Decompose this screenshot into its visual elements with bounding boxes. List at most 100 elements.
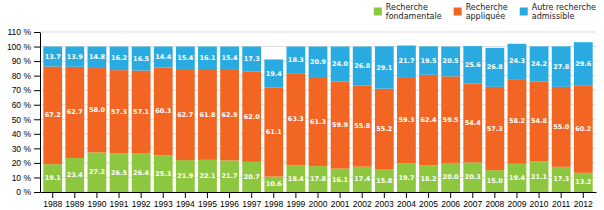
x-tick-mark xyxy=(539,192,540,198)
bar-segment xyxy=(485,170,504,192)
legend-swatch xyxy=(454,8,462,16)
y-tick: 90 % xyxy=(12,56,40,66)
data-label: 14.8 xyxy=(89,53,106,61)
bar-segment xyxy=(88,68,107,152)
y-tick-mark xyxy=(34,105,40,106)
x-tick-label: 2004 xyxy=(397,199,416,209)
data-label: 54.8 xyxy=(531,117,548,125)
x-tick-label: 1999 xyxy=(286,199,305,209)
legend-label-line: appliquée xyxy=(466,11,506,21)
bar-segment xyxy=(88,152,107,192)
bar-segment xyxy=(331,47,350,82)
data-label: 27.8 xyxy=(553,63,570,71)
x-tick-label: 2007 xyxy=(463,199,482,209)
legend-label-line: admissible xyxy=(532,12,575,21)
data-label: 63.3 xyxy=(288,115,304,123)
x-tick-label: 2000 xyxy=(309,199,328,209)
data-label: 25.3 xyxy=(155,170,171,178)
data-label: 26.5 xyxy=(111,169,128,177)
x-tick: 1995 xyxy=(198,192,217,209)
data-label: 26.8 xyxy=(354,62,371,70)
data-label: 25.6 xyxy=(465,61,482,69)
legend: RecherchefondamentaleRechercheappliquéeA… xyxy=(374,3,596,22)
data-label: 54.4 xyxy=(465,119,482,127)
data-label: 55.0 xyxy=(553,123,570,131)
x-tick-label: 1993 xyxy=(154,199,173,209)
y-tick-mark xyxy=(34,76,40,77)
data-label: 15.4 xyxy=(177,54,194,62)
legend-item: Autre rechercheadmissible xyxy=(520,3,596,22)
x-tick: 2006 xyxy=(441,192,460,209)
data-label: 24.0 xyxy=(332,60,349,68)
bar-segment xyxy=(574,173,593,192)
x-tick-mark xyxy=(450,192,451,198)
data-label: 60.2 xyxy=(575,125,591,133)
data-label: 59.9 xyxy=(332,121,349,129)
bar-segment xyxy=(485,87,504,170)
x-tick-mark xyxy=(583,192,584,198)
x-tick-mark xyxy=(494,192,495,198)
x-tick: 1997 xyxy=(242,192,261,209)
bar-segment xyxy=(198,70,217,160)
y-tick-mark xyxy=(34,163,40,164)
bar-segment xyxy=(110,47,129,71)
x-tick-label: 2006 xyxy=(441,199,460,209)
bar-segment xyxy=(43,164,62,192)
bar-segment xyxy=(43,66,62,164)
x-tick-mark xyxy=(119,192,120,198)
x-tick: 2005 xyxy=(419,192,438,209)
bar-segment xyxy=(264,88,283,177)
bar-segment xyxy=(220,69,239,160)
data-label: 20.9 xyxy=(310,58,327,66)
y-tick-label: 90 % xyxy=(12,56,32,66)
bar-segment xyxy=(508,44,527,79)
y-tick: 100 % xyxy=(7,42,40,52)
data-label: 21.7 xyxy=(398,57,414,65)
bar-segment xyxy=(508,164,527,192)
bar-segment xyxy=(154,155,173,192)
bar-segment xyxy=(353,86,372,167)
x-tick-mark xyxy=(163,192,164,198)
data-label: 62.7 xyxy=(67,108,83,116)
bar-segment xyxy=(353,167,372,192)
grid xyxy=(40,32,596,192)
x-tick-label: 1992 xyxy=(132,199,151,209)
data-label: 22.1 xyxy=(199,172,216,180)
y-tick-mark xyxy=(34,61,40,62)
x-tick: 2010 xyxy=(530,192,549,209)
data-label: 26.8 xyxy=(487,63,504,71)
data-label: 10.6 xyxy=(266,180,283,188)
x-tick-label: 1989 xyxy=(65,199,84,209)
y-tick: 60 % xyxy=(12,100,40,110)
bar-segment xyxy=(264,59,283,87)
legend-label: Rechercheappliquée xyxy=(466,3,508,22)
x-tick-mark xyxy=(516,192,517,198)
bar-segment xyxy=(331,81,350,168)
data-label: 23.4 xyxy=(67,171,84,179)
data-label: 62.7 xyxy=(177,111,193,119)
bar-segment xyxy=(419,46,438,74)
data-label: 19.1 xyxy=(45,174,62,182)
data-label: 67.2 xyxy=(45,111,61,119)
legend-label: Autre rechercheadmissible xyxy=(532,3,596,22)
bar-segment xyxy=(441,47,460,77)
data-label: 13.7 xyxy=(45,53,61,61)
x-tick: 2008 xyxy=(485,192,504,209)
x-tick-mark xyxy=(384,192,385,198)
bar-segment xyxy=(574,85,593,173)
x-tick-mark xyxy=(362,192,363,198)
x-tick-mark xyxy=(74,192,75,198)
data-label: 61.3 xyxy=(310,118,326,126)
chart-container: 19.123.427.226.526.425.321.922.121.720.7… xyxy=(0,0,604,210)
y-tick-label: 10 % xyxy=(12,173,32,183)
x-tick: 2000 xyxy=(309,192,328,209)
x-tick: 2011 xyxy=(552,192,571,209)
bar-segment xyxy=(198,160,217,192)
data-label: 62.4 xyxy=(421,116,438,124)
data-label: 17.3 xyxy=(244,55,260,63)
y-tick-label: 80 % xyxy=(12,71,32,81)
bar-segment xyxy=(309,47,328,77)
legend-label-line: Recherche xyxy=(466,3,508,12)
data-label: 17.8 xyxy=(310,175,327,183)
data-label: 61.1 xyxy=(266,128,283,136)
